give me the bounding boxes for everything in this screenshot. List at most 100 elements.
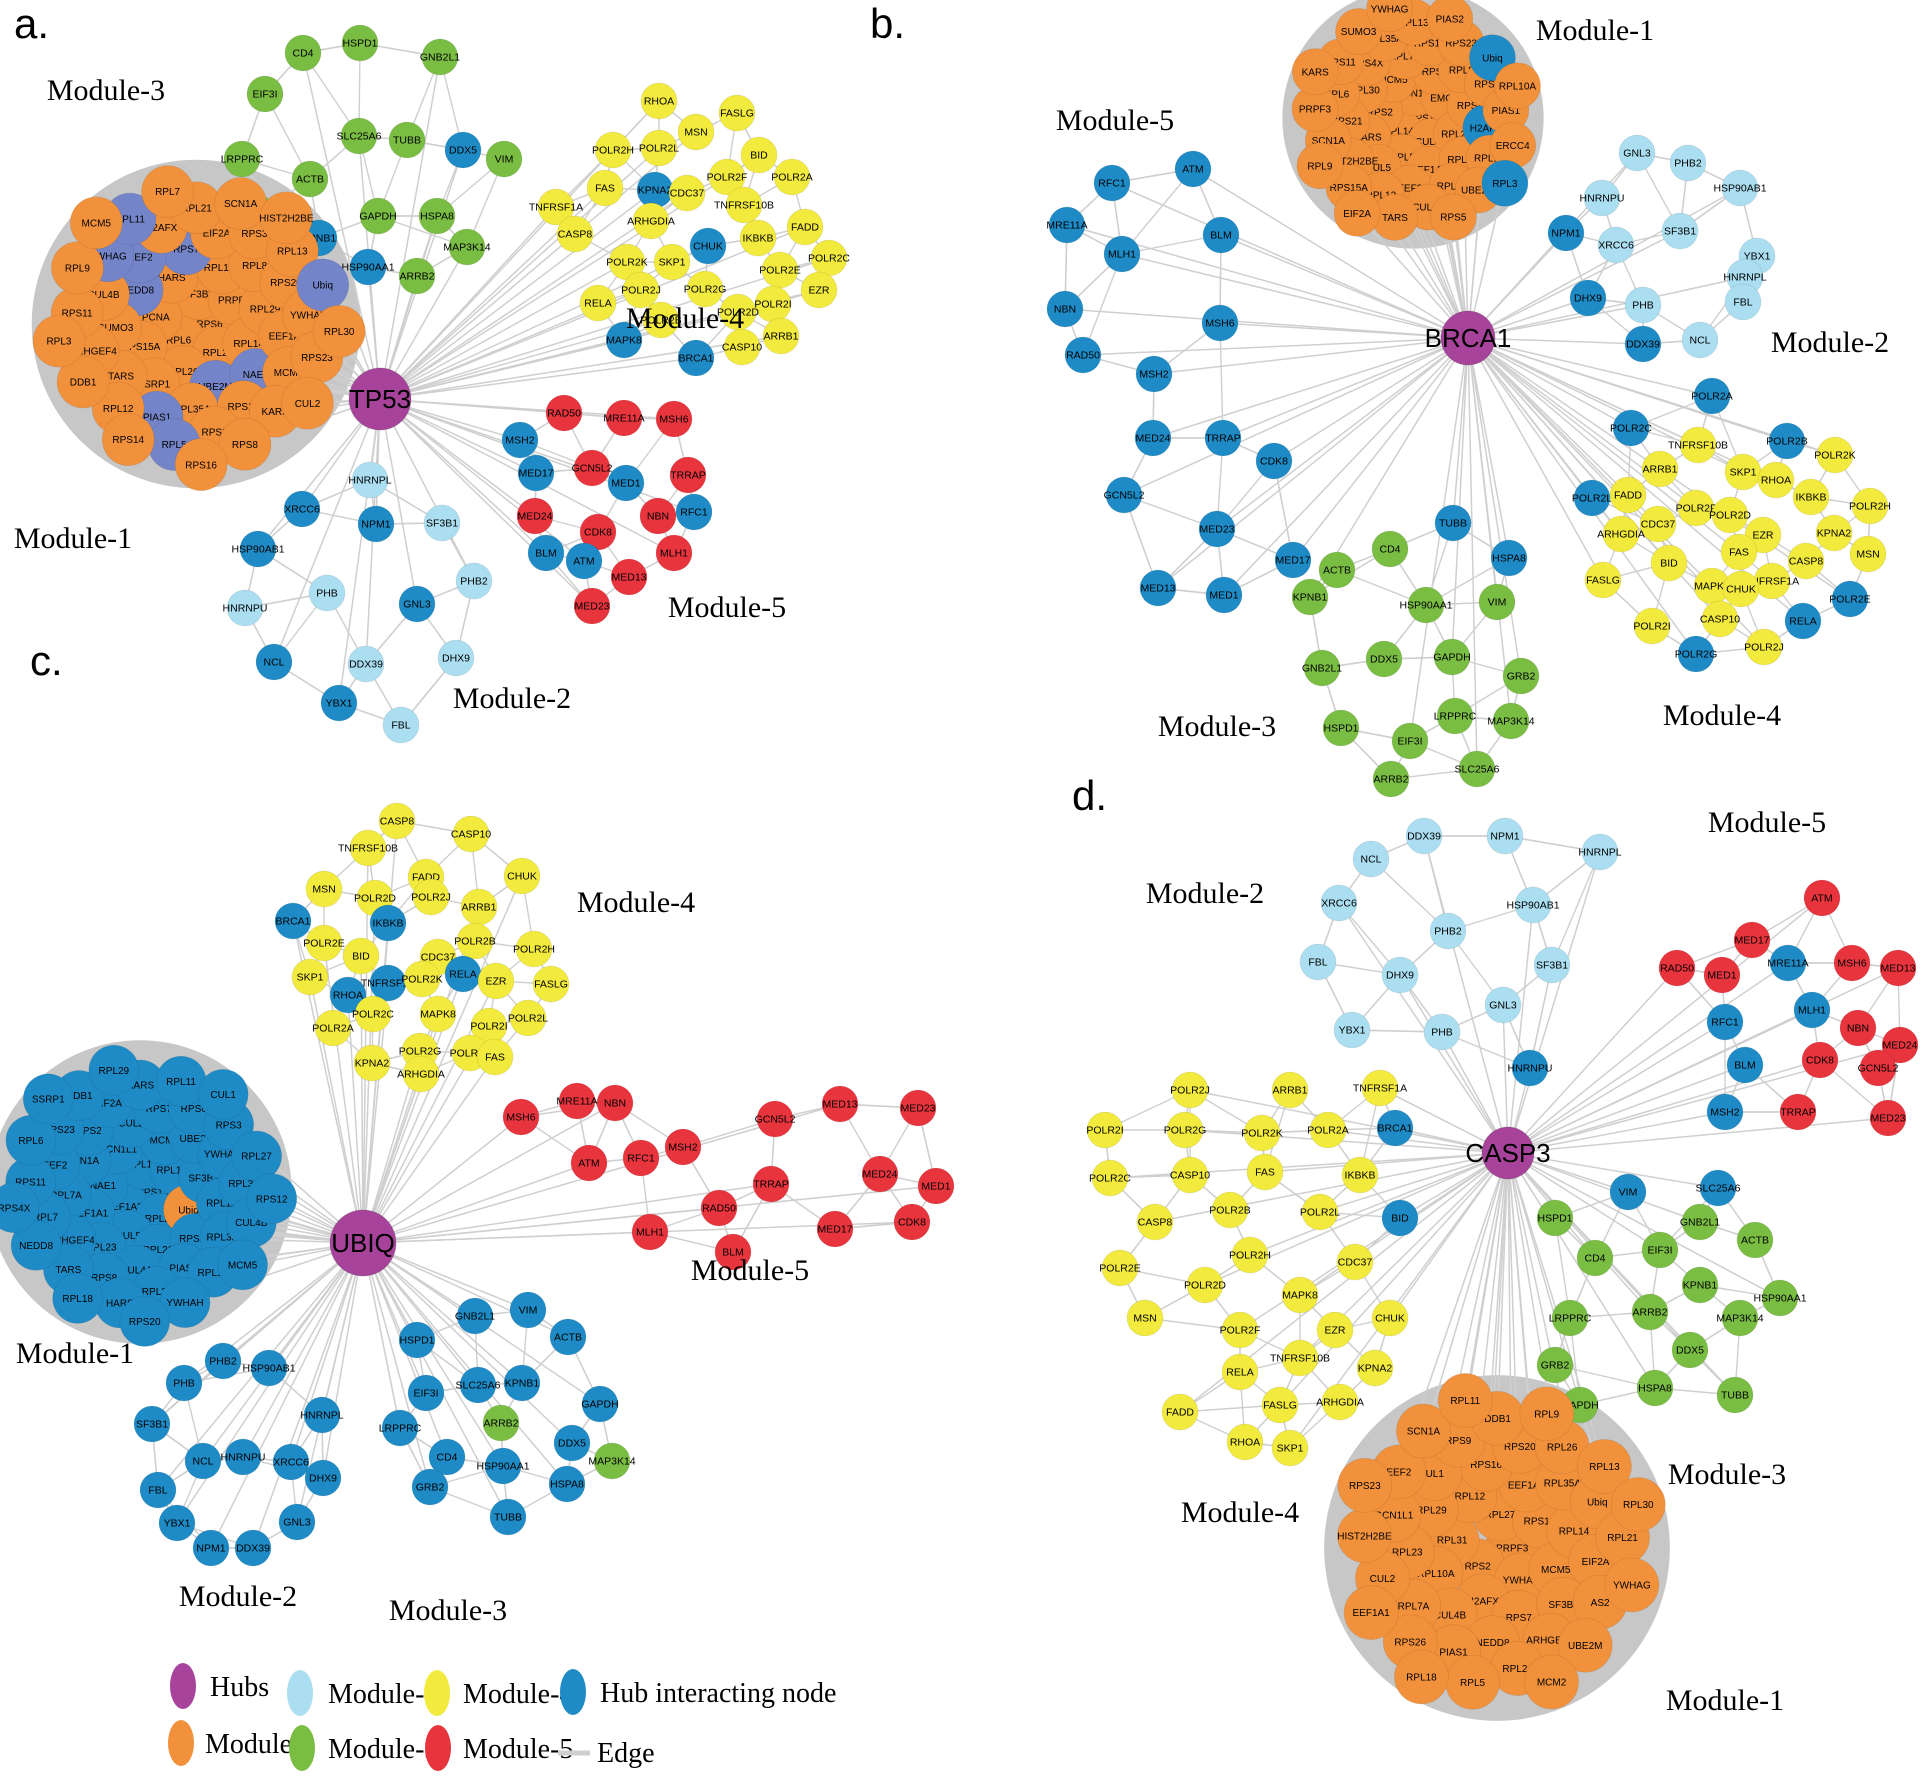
node-GCN5L2: GCN5L2 xyxy=(1858,1049,1899,1087)
node-FASLG: FASLG xyxy=(1261,1386,1299,1424)
svg-text:HSPD1: HSPD1 xyxy=(342,38,377,50)
svg-text:SF3B1: SF3B1 xyxy=(1536,960,1568,972)
svg-text:MAPK8: MAPK8 xyxy=(420,1009,456,1021)
svg-text:RPL13: RPL13 xyxy=(1589,1462,1620,1473)
svg-text:NBN: NBN xyxy=(604,1098,626,1110)
svg-text:POLR2C: POLR2C xyxy=(808,253,850,265)
svg-text:VIM: VIM xyxy=(1619,1187,1638,1199)
node-DDX39: DDX39 xyxy=(234,1529,272,1567)
node-PHB: PHB xyxy=(1624,286,1662,324)
svg-text:POLR2E: POLR2E xyxy=(1099,1263,1140,1275)
svg-text:CASP10: CASP10 xyxy=(722,342,762,354)
svg-text:MED17: MED17 xyxy=(1734,935,1769,947)
svg-text:EZR: EZR xyxy=(809,285,830,297)
svg-text:HSP90AA1: HSP90AA1 xyxy=(1753,1293,1806,1305)
node-GRB2: GRB2 xyxy=(1536,1346,1574,1384)
node-POLR2C: POLR2C xyxy=(808,239,850,277)
svg-text:RPL21: RPL21 xyxy=(1441,129,1472,140)
hub-edge xyxy=(290,1242,364,1463)
node-GCN5L2: GCN5L2 xyxy=(755,1100,796,1138)
node-MSH6: MSH6 xyxy=(655,400,693,438)
panel-letter-a: a. xyxy=(14,0,49,47)
node-KPNB1: KPNB1 xyxy=(1681,1266,1719,1304)
module-label-d-Module-5: Module-5 xyxy=(1708,806,1826,839)
node-RPS20: RPS20 xyxy=(119,1296,171,1347)
svg-text:MED13: MED13 xyxy=(822,1099,857,1111)
svg-text:KPNA2: KPNA2 xyxy=(355,1058,390,1070)
svg-text:CUL4A: CUL4A xyxy=(1412,203,1445,214)
svg-text:MRE11A: MRE11A xyxy=(1767,958,1808,970)
node-MSH2: MSH2 xyxy=(1135,355,1173,393)
svg-text:HSP90AA1: HSP90AA1 xyxy=(341,262,394,274)
hub-edge xyxy=(362,1183,772,1244)
node-RAD50: RAD50 xyxy=(700,1189,738,1227)
node-CASP10: CASP10 xyxy=(1170,1156,1210,1194)
svg-text:ARHGDIA: ARHGDIA xyxy=(1597,529,1645,541)
svg-text:RFC1: RFC1 xyxy=(1711,1017,1739,1029)
module-label-a-Module-4: Module-4 xyxy=(626,302,744,335)
svg-text:EEF2: EEF2 xyxy=(128,253,153,264)
svg-text:EMG1: EMG1 xyxy=(1430,94,1459,105)
svg-text:SSRP1: SSRP1 xyxy=(137,380,170,391)
svg-text:GAPDH: GAPDH xyxy=(359,211,396,223)
svg-text:RPS12: RPS12 xyxy=(256,1194,288,1205)
svg-text:FASLG: FASLG xyxy=(720,108,754,120)
node-RHOA: RHOA xyxy=(329,976,367,1014)
svg-text:NBN: NBN xyxy=(1847,1023,1869,1035)
node-ARHGDIA: ARHGDIA xyxy=(627,202,675,240)
svg-text:KPNB1: KPNB1 xyxy=(1293,592,1328,604)
svg-text:YBX1: YBX1 xyxy=(164,1518,191,1530)
node-MAP3K14: MAP3K14 xyxy=(1716,1299,1764,1337)
node-MRE11A: MRE11A xyxy=(556,1082,598,1120)
node-MSH6: MSH6 xyxy=(1833,944,1871,982)
svg-text:RPL18: RPL18 xyxy=(1406,1672,1437,1683)
node-PIAS2: PIAS2 xyxy=(1426,0,1474,43)
svg-text:MRE11A: MRE11A xyxy=(1046,220,1087,232)
node-TNFRSF10B: TNFRSF10B xyxy=(1668,426,1728,464)
svg-text:RPS3: RPS3 xyxy=(1474,79,1501,90)
node-FBL: FBL xyxy=(1724,283,1762,321)
hub-edge xyxy=(362,1242,504,1467)
node-SKP1: SKP1 xyxy=(653,243,691,281)
legend: Hubs Module-2 Module-4 Hub interacting node… xyxy=(168,1663,836,1771)
hub-edge xyxy=(273,398,381,663)
legend-item-module-5: Module-5 xyxy=(425,1725,573,1771)
svg-text:CDK8: CDK8 xyxy=(584,527,612,539)
node-CASP10: CASP10 xyxy=(1700,600,1740,638)
svg-text:GNL3: GNL3 xyxy=(1623,148,1651,160)
module-label-c-Module-5: Module-5 xyxy=(691,1254,809,1287)
node-GNB2L1: GNB2L1 xyxy=(1302,649,1342,687)
svg-text:GRB2: GRB2 xyxy=(1507,671,1536,683)
node-XRCC6: XRCC6 xyxy=(283,490,321,528)
node-MED23: MED23 xyxy=(1869,1099,1907,1137)
node-TUBB: TUBB xyxy=(1434,504,1472,542)
node-MSH2: MSH2 xyxy=(501,421,539,459)
module-label-b-Module-5: Module-5 xyxy=(1056,104,1174,137)
hub-edge xyxy=(362,1162,590,1244)
node-Ubiq: Ubiq xyxy=(296,258,350,312)
svg-text:NCL: NCL xyxy=(1689,335,1710,347)
hub-edge xyxy=(1467,337,1478,770)
node-MAPK8: MAPK8 xyxy=(605,321,643,359)
node-DHX9: DHX9 xyxy=(1569,279,1607,317)
hub-edge xyxy=(1409,337,1469,742)
node-MSH6: MSH6 xyxy=(502,1098,540,1136)
node-GRB2: GRB2 xyxy=(411,1468,449,1506)
svg-text:RPL5: RPL5 xyxy=(162,440,187,451)
node-HSP90AA1: HSP90AA1 xyxy=(1753,1279,1807,1317)
node-MED1: MED1 xyxy=(1703,956,1741,994)
node-TNFRSF1A: TNFRSF1A xyxy=(1353,1069,1407,1107)
svg-text:MSH6: MSH6 xyxy=(659,414,688,426)
hub-edge xyxy=(379,398,536,517)
node-RELA: RELA xyxy=(579,284,617,322)
edge xyxy=(1121,168,1194,255)
node-MAP3K14: MAP3K14 xyxy=(588,1442,636,1480)
svg-text:RPL30: RPL30 xyxy=(1623,1500,1654,1511)
node-KPNA2: KPNA2 xyxy=(1356,1349,1394,1387)
node-KPNB1: KPNB1 xyxy=(503,1364,541,1402)
module-label-b-Module-3: Module-3 xyxy=(1158,710,1276,743)
svg-text:NBN: NBN xyxy=(1054,304,1076,316)
node-MED13: MED13 xyxy=(821,1085,859,1123)
svg-text:POLR2J: POLR2J xyxy=(1744,642,1784,654)
